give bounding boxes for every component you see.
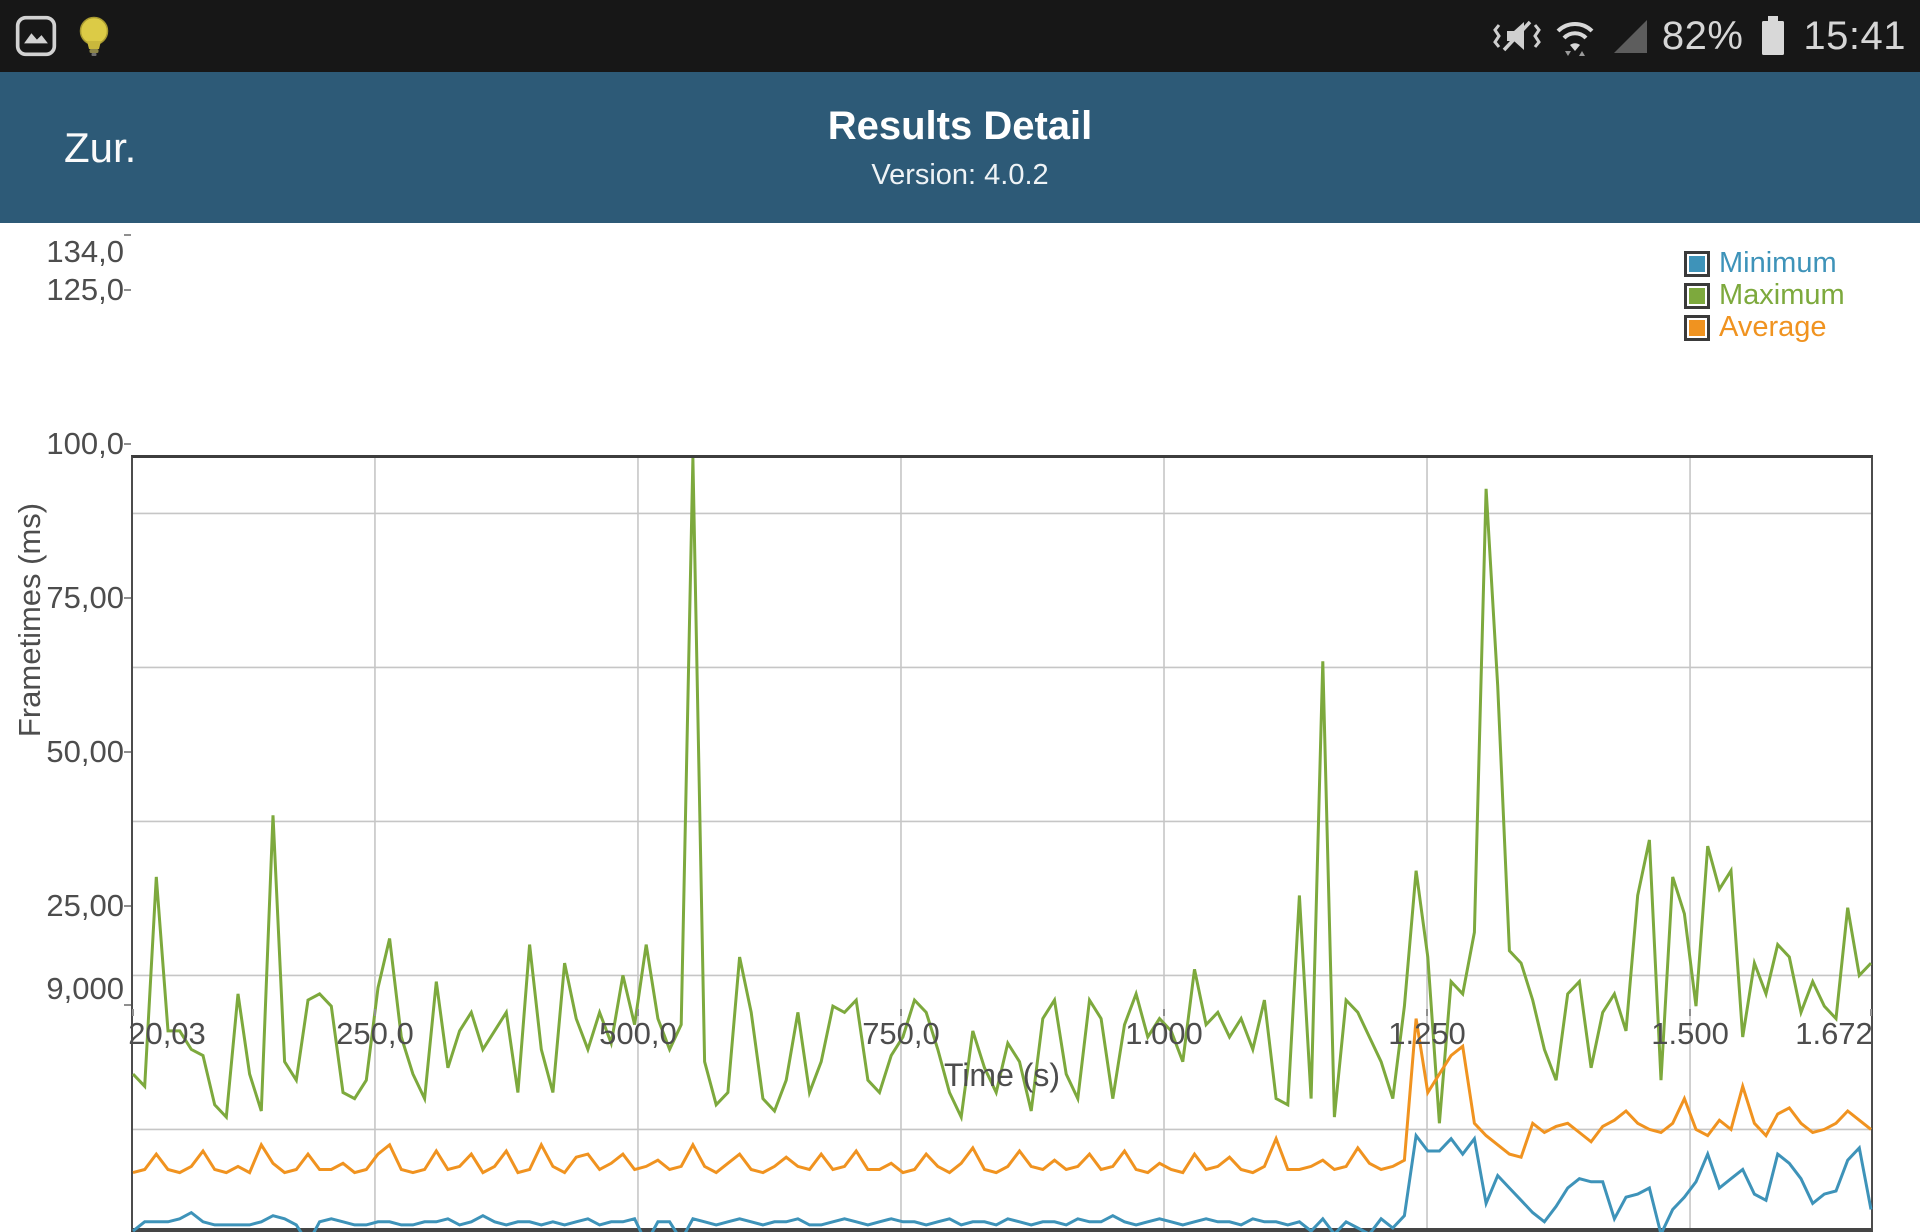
page-title: Results Detail (827, 103, 1093, 148)
legend-item-minimum[interactable]: Minimum (1684, 249, 1845, 278)
y-tick-label: 9,000 (46, 971, 124, 1006)
app-header: Zur. Results Detail Version: 4.0.2 (0, 72, 1920, 223)
x-tick-mark (1426, 1009, 1429, 1016)
legend-item-average[interactable]: Average (1684, 313, 1845, 342)
vibrate-mute-icon (1492, 20, 1541, 52)
page-subtitle: Version: 4.0.2 (871, 158, 1049, 191)
x-tick-mark (899, 1009, 902, 1016)
x-tick-mark (1689, 1009, 1692, 1016)
frametimes-plot (131, 457, 1873, 1232)
battery-icon (1762, 16, 1785, 55)
x-tick-mark (636, 1009, 639, 1016)
y-tick-label: 50,00 (46, 734, 124, 770)
x-tick-label: 1.672 (1795, 1016, 1873, 1051)
legend-item-maximum[interactable]: Maximum (1684, 281, 1845, 310)
chart-legend: Minimum Maximum Average (1684, 249, 1845, 342)
legend-label: Maximum (1719, 279, 1845, 311)
x-tick-mark (373, 1009, 376, 1016)
y-tick-label: 75,00 (46, 580, 124, 616)
y-tick-mark (124, 443, 131, 446)
plot-area (131, 455, 1873, 1232)
chart-area: Frametimes (ms) Time (s) Minimum Maximum A… (0, 223, 1920, 1232)
y-tick-mark (124, 234, 131, 236)
x-tick-mark (1870, 1009, 1872, 1016)
y-tick-label: 134,0 (46, 234, 124, 269)
legend-label: Minimum (1719, 247, 1837, 279)
clock: 15:41 (1803, 13, 1906, 58)
battery-percent: 82% (1661, 13, 1744, 58)
x-tick-label: 1.250 (1388, 1016, 1466, 1051)
y-tick-mark (124, 289, 131, 292)
x-tick-label: 1.000 (1125, 1016, 1203, 1051)
x-tick-label: 750,0 (862, 1016, 940, 1051)
y-tick-label: 25,00 (46, 888, 124, 924)
legend-swatch-icon (1684, 314, 1710, 341)
x-tick-label: 500,0 (599, 1016, 677, 1051)
gallery-icon (15, 15, 57, 57)
y-axis-title: Frametimes (ms) (12, 502, 47, 738)
back-button[interactable]: Zur. (64, 123, 137, 171)
legend-label: Average (1719, 311, 1827, 343)
lightbulb-icon (79, 16, 109, 56)
x-tick-mark (132, 1009, 134, 1016)
x-tick-mark (1163, 1009, 1165, 1016)
y-tick-label: 125,0 (46, 272, 124, 308)
wifi-icon (1556, 21, 1594, 56)
x-tick-label: 250,0 (336, 1016, 414, 1051)
y-tick-mark (124, 751, 131, 754)
y-tick-mark (124, 1004, 131, 1006)
status-bar: 82% 15:41 (0, 0, 1920, 72)
legend-swatch-icon (1684, 250, 1710, 277)
x-axis-title: Time (s) (943, 1057, 1061, 1093)
y-tick-label: 100,0 (46, 426, 124, 462)
x-tick-label: 1.500 (1651, 1016, 1729, 1051)
signal-icon (1613, 20, 1647, 53)
x-tick-label: 20,03 (128, 1016, 206, 1051)
legend-swatch-icon (1684, 282, 1710, 309)
y-tick-mark (124, 905, 131, 908)
y-tick-mark (124, 597, 131, 600)
